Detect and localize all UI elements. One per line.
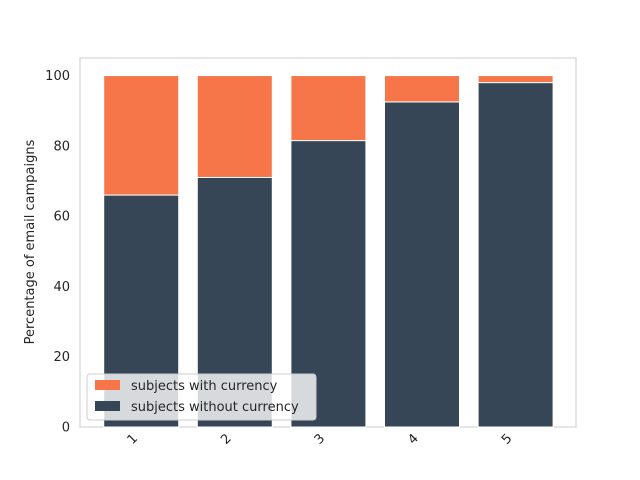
legend-box [86,373,317,421]
x-tick-label: 3 [312,431,328,447]
legend: subjects with currency subjects without c… [86,373,317,421]
y-tick-label: 80 [53,139,70,154]
y-tick-label: 100 [45,69,70,84]
legend-label: subjects without currency [131,400,299,415]
bar-1-series-2 [103,75,180,196]
y-axis: 0 20 40 60 80 100 [45,69,70,435]
y-axis-label: Percentage of email campaigns [23,139,38,344]
bar-3-series-2 [290,75,367,142]
legend-swatch [95,401,120,411]
legend-swatch [95,380,120,390]
y-tick-label: 40 [53,280,70,295]
x-tick-label: 5 [499,431,515,447]
bar-4-series-2 [384,75,460,103]
x-tick-label: 4 [405,431,421,447]
legend-label: subjects with currency [131,379,278,394]
y-tick-label: 0 [62,421,70,436]
bar-4-series-1 [384,101,460,428]
y-tick-label: 60 [53,210,70,225]
x-tick-label: 2 [218,431,234,447]
x-tick-label: 1 [125,431,141,447]
bar-2-series-2 [196,75,273,178]
x-axis: 1 2 3 4 5 [125,431,516,447]
bar-5-series-2 [477,75,554,84]
y-tick-label: 20 [53,350,70,365]
bar-5-series-1 [477,82,554,428]
